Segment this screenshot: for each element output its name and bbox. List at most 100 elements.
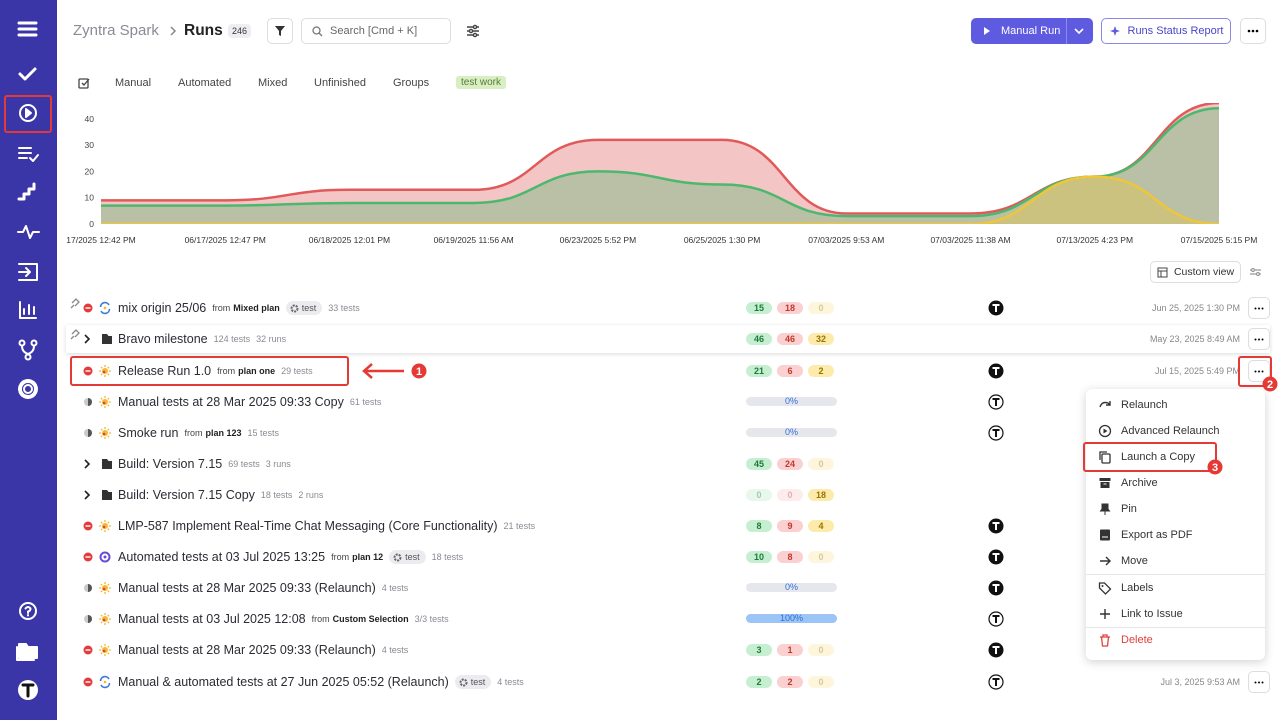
menu-item-label: Archive (1121, 477, 1158, 489)
settings-icon[interactable] (466, 24, 480, 38)
run-row[interactable]: Manual tests at 28 Mar 2025 09:33 Copy 61… (66, 388, 1270, 416)
run-date: Jun 25, 2025 1:30 PM (1151, 303, 1240, 313)
avatar (988, 674, 1004, 695)
row-more-button[interactable] (1248, 671, 1270, 693)
custom-view-label: Custom view (1173, 266, 1235, 278)
sort-icon[interactable] (1249, 266, 1262, 278)
menu-item[interactable]: Move (1098, 554, 1148, 568)
area (101, 176, 1219, 224)
menu-item[interactable]: Pin (1098, 502, 1137, 516)
count-pill: 18 (808, 489, 834, 501)
tab[interactable]: Unfinished (314, 77, 366, 89)
run-name[interactable]: Build: Version 7.15 (118, 457, 223, 471)
run-row[interactable]: Smoke run from plan 123 15 tests 0% (66, 419, 1270, 447)
run-row[interactable]: Automated tests at 03 Jul 2025 13:25 from… (66, 543, 1270, 571)
menu-item[interactable]: Delete (1098, 633, 1153, 647)
run-row[interactable]: Bravo milestone 124 tests 32 runs 46 46 32 May… (66, 325, 1270, 353)
tabs-icon (78, 78, 90, 89)
count-pill: 2 (777, 676, 803, 688)
run-row[interactable]: Manual tests at 28 Mar 2025 09:33 (Relau… (66, 636, 1270, 664)
avatar (988, 363, 1004, 384)
menu-item[interactable]: Relaunch (1098, 398, 1167, 412)
run-name[interactable]: Smoke run (118, 426, 179, 440)
row-icons (66, 636, 116, 664)
tab[interactable]: Mixed (258, 77, 288, 89)
count-pill: 45 (746, 458, 772, 470)
progress-label: 100% (779, 614, 804, 623)
menu-item-label: Pin (1121, 503, 1137, 515)
row-text: Build: Version 7.15 Copy 18 tests 2 runs (118, 481, 323, 509)
status-report-button[interactable]: Runs Status Report (1101, 18, 1231, 44)
run-row[interactable]: LMP-587 Implement Real-Time Chat Messagi… (66, 512, 1270, 540)
count-pill: 2 (746, 676, 772, 688)
more-button[interactable] (1240, 18, 1266, 44)
avatar (988, 549, 1004, 570)
run-date: May 23, 2025 8:49 AM (1149, 334, 1240, 344)
avatar (988, 580, 1004, 601)
run-source: from plan one (217, 366, 275, 376)
menu-item[interactable]: Launch a Copy (1098, 450, 1195, 464)
run-name[interactable]: Build: Version 7.15 Copy (118, 488, 255, 502)
source-prefix: from (184, 428, 203, 438)
run-source: from plan 12 (331, 552, 383, 562)
run-name[interactable]: Automated tests at 03 Jul 2025 13:25 (118, 550, 326, 564)
tab[interactable]: Manual (115, 77, 152, 89)
row-more-button[interactable] (1248, 328, 1270, 350)
count-pill: 8 (746, 520, 772, 532)
row-text: Manual & automated tests at 27 Jun 2025 … (118, 668, 524, 696)
run-row[interactable]: Build: Version 7.15 Copy 18 tests 2 runs 0 0… (66, 481, 1270, 509)
menu-item-label: Relaunch (1121, 399, 1168, 411)
run-name[interactable]: Manual tests at 03 Jul 2025 12:08 (118, 612, 306, 626)
manual-run-button[interactable]: Manual Run (971, 18, 1093, 44)
sidebar (0, 0, 57, 720)
row-more-button[interactable] (1248, 297, 1270, 319)
run-name[interactable]: LMP-587 Implement Real-Time Chat Messagi… (118, 519, 498, 533)
run-name[interactable]: Manual tests at 28 Mar 2025 09:33 (Relau… (118, 643, 376, 657)
tab[interactable]: Groups (393, 77, 430, 89)
menu-item[interactable]: Export as PDF (1098, 528, 1193, 542)
run-name[interactable]: Manual & automated tests at 27 Jun 2025 … (118, 675, 449, 689)
run-name[interactable]: mix origin 25/06 (118, 301, 207, 315)
run-name[interactable]: Manual tests at 28 Mar 2025 09:33 (Relau… (118, 581, 376, 595)
tag-label: test (470, 677, 486, 687)
menu-item[interactable]: Link to Issue (1098, 607, 1183, 621)
row-more-button[interactable] (1248, 360, 1270, 382)
breadcrumb-project[interactable]: Zyntra Spark (73, 22, 159, 39)
run-row[interactable]: Manual & automated tests at 27 Jun 2025 … (66, 668, 1270, 696)
run-row[interactable]: Manual tests at 28 Mar 2025 09:33 (Relau… (66, 574, 1270, 602)
source-name: plan 123 (205, 428, 242, 438)
run-row[interactable]: Release Run 1.0 from plan one 29 tests 21 6 2 J… (66, 357, 1270, 385)
progress-bar: 0% (746, 397, 837, 406)
test-count: 61 tests (349, 397, 382, 407)
search-box[interactable]: Search [Cmd + K] (301, 18, 451, 44)
run-name[interactable]: Bravo milestone (118, 332, 208, 346)
breadcrumb-chevron (170, 26, 177, 36)
run-row[interactable]: mix origin 25/06 from Mixed plan test 33 tes… (66, 294, 1270, 322)
line (101, 175, 1219, 224)
y-tick-label: 20 (85, 166, 95, 176)
custom-view-button[interactable]: Custom view (1150, 261, 1241, 283)
filter-button[interactable] (267, 18, 293, 44)
annotation-box (4, 95, 52, 133)
menu-item[interactable]: Labels (1098, 581, 1153, 595)
row-icons (66, 543, 116, 571)
menu-item-label: Export as PDF (1121, 529, 1193, 541)
run-row[interactable]: Build: Version 7.15 69 tests 3 runs 45 24 0 (66, 450, 1270, 478)
tab[interactable]: Automated (178, 77, 232, 89)
run-name[interactable]: Release Run 1.0 (118, 364, 212, 378)
tab[interactable]: test work (456, 76, 507, 89)
run-name[interactable]: Manual tests at 28 Mar 2025 09:33 Copy (118, 395, 344, 409)
row-text: Build: Version 7.15 69 tests 3 runs (118, 450, 291, 478)
page-title: Runs (184, 22, 223, 39)
source-prefix: from (331, 552, 350, 562)
row-text: mix origin 25/06 from Mixed plan test 33 tes… (118, 294, 360, 322)
count-pill: 0 (808, 551, 834, 563)
runs-chart: 0 10 20 30 40 17/2025 12:42 PM 06/17/2025 12:4… (66, 103, 1257, 245)
test-count: 4 tests (497, 677, 524, 687)
menu-item[interactable]: Advanced Relaunch (1098, 424, 1219, 438)
run-row[interactable]: Manual tests at 03 Jul 2025 12:08 from Cus… (66, 605, 1270, 633)
menu-item[interactable]: Archive (1098, 476, 1158, 490)
run-date: Jul 3, 2025 9:53 AM (1160, 677, 1240, 687)
row-icons (66, 481, 116, 509)
row-icons (66, 574, 116, 602)
